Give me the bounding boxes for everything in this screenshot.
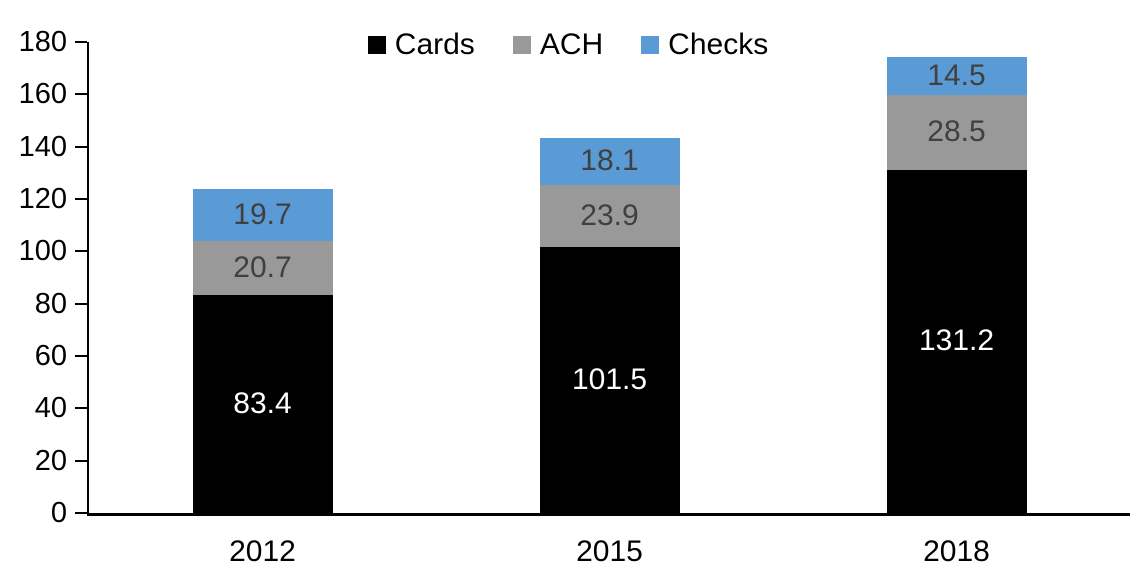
y-tick-label: 180 [18,26,67,58]
bar-segment-value: 20.7 [233,250,292,284]
bar-2018: 131.2 28.5 14.5 [886,57,1027,513]
plot-area: 0 20 40 60 80 100 120 140 160 180 83.4 20.7 19.7 2012… [19,28,1130,567]
y-tick-label: 60 [34,340,67,372]
bar-segment-value: 19.7 [233,197,292,231]
bar-segment-value: 83.4 [233,386,292,420]
y-tick-label: 100 [18,235,67,268]
y-tick-label: 120 [18,183,67,215]
bar-segment-value: 28.5 [927,115,986,149]
y-tick-label: 80 [34,287,67,320]
legend-swatch-icon [641,36,660,54]
bar-segment-ach: 28.5 [886,95,1027,170]
legend-item-ach: ACH [512,28,604,61]
x-tick-label: 2012 [229,535,296,568]
bar-segment-ach: 20.7 [192,240,333,295]
bar-segment-checks: 19.7 [192,189,333,241]
y-tick-mark [75,302,87,305]
y-tick-label: 20 [34,444,67,477]
y-tick-label: 160 [18,78,67,111]
bar-segment-value: 101.5 [571,363,648,397]
y-tick-mark [75,145,87,148]
y-tick-mark [75,198,87,200]
y-tick-mark [75,407,87,410]
y-tick-mark [75,250,87,253]
y-tick-mark [75,355,87,357]
bar-segment-value: 14.5 [927,59,986,93]
y-tick-mark [75,459,87,462]
bar-2015: 101.5 23.9 18.1 [539,137,680,513]
legend-swatch-icon [512,36,531,54]
bar-segment-value: 23.9 [580,199,639,233]
bar-segment-value: 18.1 [580,144,639,178]
legend-item-cards: Cards [367,28,475,61]
legend-swatch-icon [367,36,386,54]
x-tick-label: 2015 [576,535,643,568]
bar-segment-cards: 101.5 [539,247,680,513]
legend: Cards ACH Checks [0,30,1136,60]
legend-item-checks: Checks [641,30,768,60]
y-tick-label: 140 [18,130,67,163]
bar-segment-checks: 18.1 [539,137,680,185]
legend-label: Checks [668,28,769,61]
y-tick-mark [75,93,87,96]
bar-segment-cards: 83.4 [192,294,333,513]
bar-segment-value: 131.2 [918,324,995,358]
y-tick-label: 0 [50,497,67,529]
bar-segment-checks: 14.5 [886,57,1027,96]
x-tick-label: 2018 [923,535,990,568]
y-tick-mark [75,41,87,43]
bar-2012: 83.4 20.7 19.7 [192,189,333,513]
bar-segment-ach: 23.9 [539,184,680,248]
bar-segment-cards: 131.2 [886,169,1027,513]
legend-label: ACH [539,28,604,61]
legend-label: Cards [394,28,475,61]
y-tick-mark [75,512,87,514]
y-tick-label: 40 [34,392,67,425]
